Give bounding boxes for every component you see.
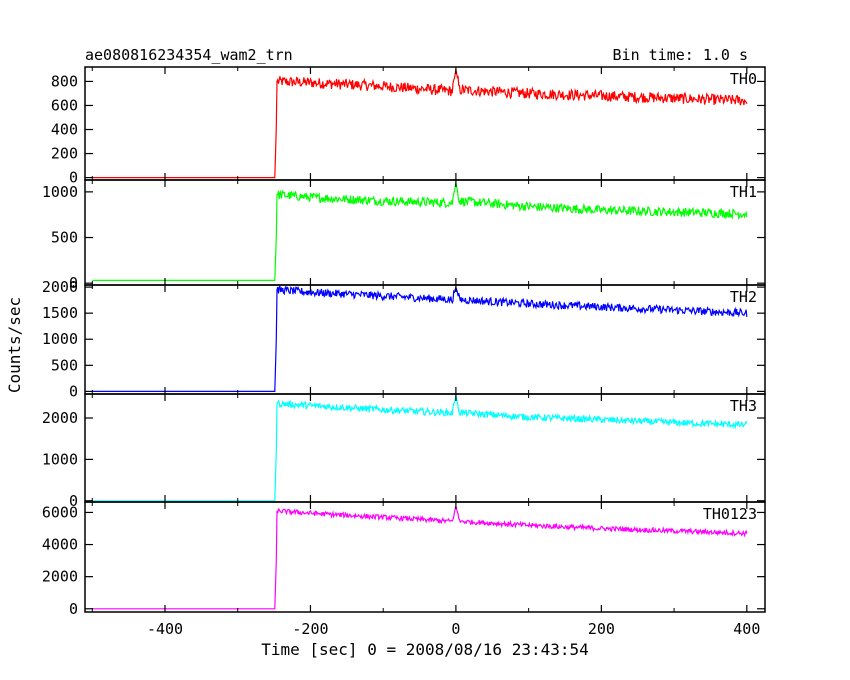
y-tick-label: 1000 — [42, 450, 78, 468]
panel-frame — [84, 66, 766, 181]
chart-title: ae080816234354_wam2_trn — [85, 46, 293, 64]
x-axis-label: Time [sec] 0 = 2008/08/16 23:43:54 — [261, 640, 589, 659]
panel-frame — [84, 393, 766, 503]
y-tick-label: 500 — [51, 356, 78, 374]
y-tick-label: 2000 — [42, 409, 78, 427]
series-line-th0123 — [92, 505, 748, 610]
panel-th1: 0 500 1000 TH1 — [42, 179, 766, 292]
panel-label-th2: TH2 — [730, 288, 757, 306]
panel-label-th0: TH0 — [730, 70, 757, 88]
series-line-th0 — [92, 69, 748, 179]
y-tick-label: 500 — [51, 229, 78, 247]
panel-label-th3: TH3 — [730, 397, 757, 415]
panel-th0123: 0 2000 4000 6000 TH0123 — [42, 501, 766, 618]
y-tick-label: 400 — [51, 121, 78, 139]
y-tick-label: 0 — [69, 169, 78, 187]
series-line-th3 — [92, 395, 748, 502]
panel-frame — [84, 179, 766, 286]
bin-time-label: Bin time: 1.0 s — [613, 46, 748, 64]
y-axis-label: Counts/sec — [5, 297, 24, 393]
y-tick-label: 2000 — [42, 278, 78, 296]
y-tick-label: 800 — [51, 72, 78, 90]
panel-th0: 0 200 400 600 800 TH0 — [51, 66, 766, 187]
series-line-th2 — [92, 284, 748, 392]
y-tick-label: 1000 — [42, 183, 78, 201]
x-tick-label: 400 — [733, 620, 760, 638]
y-tick-label: 1500 — [42, 304, 78, 322]
y-tick-label: 0 — [69, 274, 78, 292]
x-tick-label: -400 — [147, 620, 183, 638]
panel-frame — [84, 284, 766, 395]
panel-th2: 0 500 1000 1500 2000 TH2 — [42, 278, 766, 400]
y-tick-label: 0 — [69, 600, 78, 618]
x-tick-label: 200 — [588, 620, 615, 638]
x-tick-label: 0 — [451, 620, 460, 638]
y-tick-label: 0 — [69, 492, 78, 510]
panel-frame — [84, 501, 766, 613]
y-tick-label: 600 — [51, 96, 78, 114]
panel-th3: 0 1000 2000 TH3 — [42, 393, 766, 510]
y-tick-label: 4000 — [42, 536, 78, 554]
y-tick-label: 1000 — [42, 330, 78, 348]
x-tick-label: -200 — [292, 620, 328, 638]
series-line-th1 — [92, 182, 748, 281]
panel-label-th1: TH1 — [730, 183, 757, 201]
y-tick-label: 6000 — [42, 503, 78, 521]
panel-label-th0123: TH0123 — [703, 505, 757, 523]
y-tick-label: 0 — [69, 382, 78, 400]
y-tick-label: 200 — [51, 145, 78, 163]
y-tick-label: 2000 — [42, 568, 78, 586]
